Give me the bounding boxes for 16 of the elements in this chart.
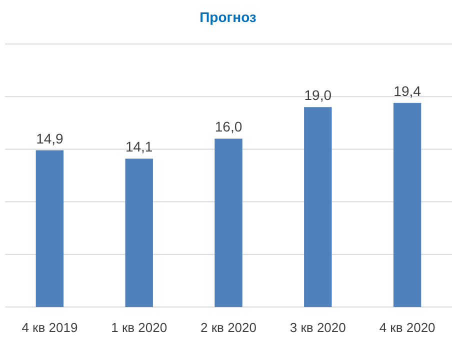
data-label: 14,1 bbox=[125, 138, 153, 155]
bar bbox=[304, 107, 332, 307]
x-tick-label: 3 кв 2020 bbox=[290, 320, 346, 335]
x-tick-label: 2 кв 2020 bbox=[200, 320, 256, 335]
x-tick-label: 4 кв 2020 bbox=[379, 320, 436, 335]
bar bbox=[36, 150, 64, 307]
data-label: 19,4 bbox=[394, 82, 422, 99]
x-tick-label: 4 кв 2019 bbox=[22, 320, 78, 335]
data-label: 19,0 bbox=[304, 87, 332, 104]
bar bbox=[393, 102, 422, 307]
data-label: 16,0 bbox=[214, 118, 242, 135]
chart-title: Прогноз bbox=[200, 9, 256, 25]
data-label: 14,9 bbox=[36, 130, 64, 146]
bar bbox=[125, 158, 153, 307]
x-tick-label: 1 кв 2020 bbox=[111, 320, 168, 335]
bar bbox=[214, 138, 242, 307]
